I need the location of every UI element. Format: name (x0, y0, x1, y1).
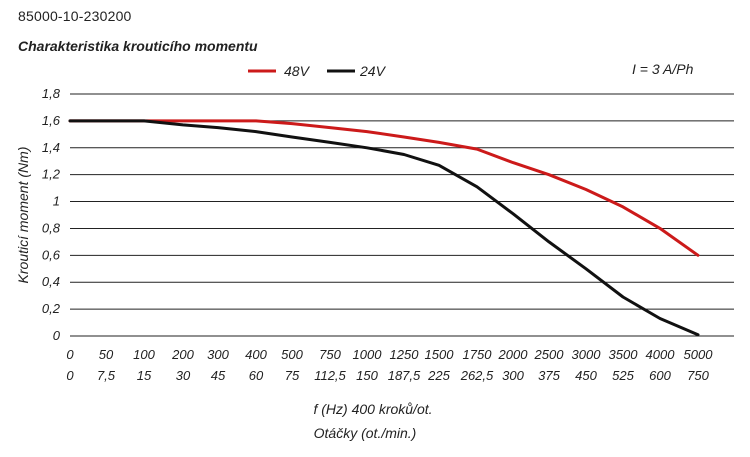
x-tick-label: 400 (245, 347, 267, 362)
y-tick-label: 0,8 (42, 220, 61, 235)
x-tick-label: 3500 (609, 347, 639, 362)
y-tick-label: 0,2 (42, 301, 61, 316)
y-tick-label: 1,4 (42, 140, 60, 155)
y-tick-label: 1,2 (42, 167, 61, 182)
x-tick-label: 5000 (684, 347, 714, 362)
y-tick-label: 0,4 (42, 274, 60, 289)
x-tick-label: 1250 (390, 347, 420, 362)
x-tick-label: 50 (99, 347, 114, 362)
x-tick-label: 200 (171, 347, 194, 362)
x-tick-label-rpm: 112,5 (314, 368, 346, 383)
y-tick-label: 1 (53, 194, 60, 209)
series-line-48v (68, 119, 700, 257)
legend-label-48v: 48V (284, 63, 311, 79)
x-tick-label-rpm: 45 (211, 368, 226, 383)
current-annotation: I = 3 A/Ph (632, 61, 694, 77)
x-tick-label-rpm: 375 (538, 368, 560, 383)
grid-lines (70, 93, 734, 337)
x-tick-label: 2500 (534, 347, 565, 362)
x-tick-label: 4000 (646, 347, 676, 362)
x-tick-label: 2000 (498, 347, 529, 362)
x-tick-label: 300 (207, 347, 229, 362)
x-tick-label-rpm: 750 (687, 368, 709, 383)
x-tick-label: 0 (66, 347, 74, 362)
part-number: 85000-10-230200 (18, 8, 132, 24)
x-tick-label-rpm: 0 (66, 368, 74, 383)
series-line-24v (68, 119, 700, 337)
x-tick-label-rpm: 262,5 (460, 368, 494, 383)
x-tick-labels: 0 50 100 200 300 400 500 750 1000 1250 1500 1750 200… (66, 347, 713, 383)
x-tick-label-rpm: 15 (137, 368, 152, 383)
x-tick-label-rpm: 525 (612, 368, 634, 383)
series-lines (68, 119, 700, 337)
x-tick-label-rpm: 7,5 (97, 368, 116, 383)
y-axis-label: Krouticí moment (Nm) (15, 147, 31, 284)
legend-label-24v: 24V (359, 63, 387, 79)
x-axis-label-secondary: Otáčky (ot./min.) (314, 425, 417, 441)
y-tick-labels: 0 0,2 0,4 0,6 0,8 1 1,2 1,4 1,6 1,8 (42, 86, 61, 343)
x-tick-label-rpm: 225 (427, 368, 450, 383)
x-tick-label: 500 (281, 347, 303, 362)
x-tick-label: 100 (133, 347, 155, 362)
y-tick-label: 1,8 (42, 86, 61, 101)
x-tick-label-rpm: 150 (356, 368, 378, 383)
x-tick-label-rpm: 450 (575, 368, 597, 383)
x-tick-label: 750 (319, 347, 341, 362)
x-tick-label-rpm: 60 (249, 368, 264, 383)
y-tick-label: 0 (53, 328, 61, 343)
chart-title: Charakteristika krouticího momentu (18, 38, 258, 54)
x-tick-label: 1500 (425, 347, 455, 362)
y-tick-label: 1,6 (42, 113, 61, 128)
x-tick-label-rpm: 75 (285, 368, 300, 383)
x-tick-label: 1750 (463, 347, 493, 362)
x-tick-label: 3000 (572, 347, 602, 362)
x-axis-label: f (Hz) 400 kroků/ot. (313, 401, 432, 417)
x-tick-label: 1000 (353, 347, 383, 362)
x-tick-label-rpm: 30 (176, 368, 191, 383)
y-tick-label: 0,6 (42, 247, 61, 262)
x-tick-label-rpm: 187,5 (388, 368, 421, 383)
x-tick-label-rpm: 600 (649, 368, 671, 383)
x-tick-label-rpm: 300 (502, 368, 524, 383)
